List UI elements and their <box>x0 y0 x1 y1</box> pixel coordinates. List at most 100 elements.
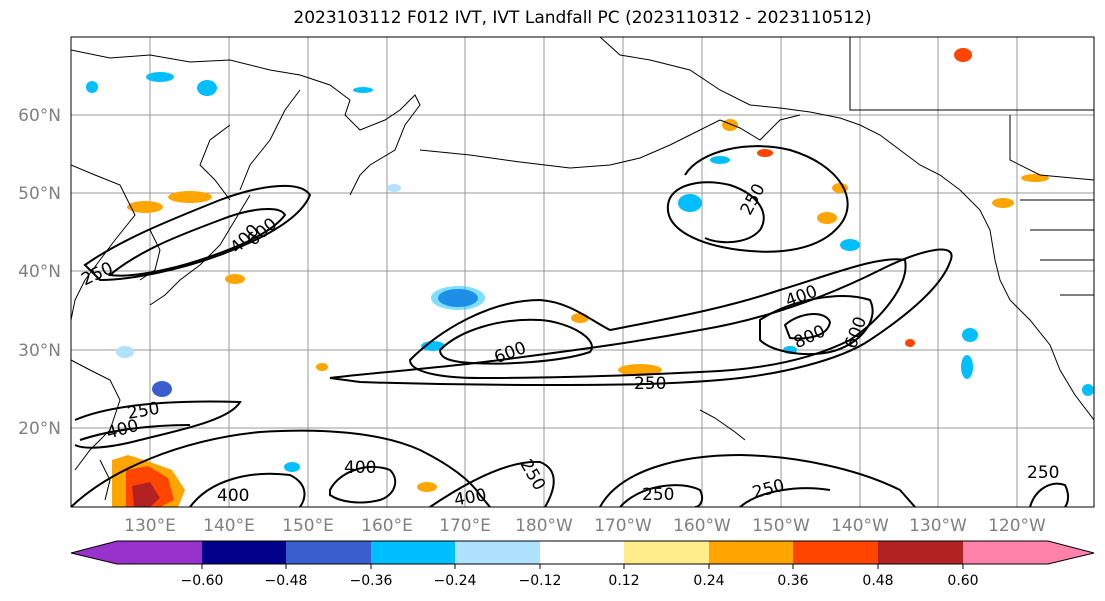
contour-label: 250 <box>1027 463 1059 483</box>
coast-asia <box>71 49 421 196</box>
contour-600-east <box>759 295 874 356</box>
pc-shading <box>86 48 1094 507</box>
contour-tropical-3 <box>329 465 397 504</box>
colorbar-tick-label: −0.24 <box>434 573 477 589</box>
contour-label: 250 <box>634 374 666 394</box>
border-us-states <box>1020 199 1094 296</box>
colorbar-segment <box>540 541 626 564</box>
shading-warm <box>1021 174 1049 182</box>
coast-japan <box>149 194 251 306</box>
colorbar-ticks <box>201 564 964 569</box>
map-frame <box>70 36 1095 508</box>
shading-cold <box>710 156 730 164</box>
shading-warm <box>127 201 163 213</box>
coast-alaska <box>599 37 1094 421</box>
colorbar-segment <box>455 541 541 564</box>
shading-warm <box>757 149 773 157</box>
contour-label: 400 <box>453 485 488 510</box>
colorbar-tick-label: −0.12 <box>519 573 562 589</box>
lon-label: 150°E <box>282 516 334 536</box>
shading-warm <box>168 191 212 203</box>
colorbar-segment <box>371 541 457 564</box>
colorbar-segment <box>709 541 795 564</box>
shading-cold <box>431 286 485 310</box>
colorbar-segment <box>117 541 203 564</box>
shading-cold <box>1082 384 1094 396</box>
contour-400-south <box>79 424 191 441</box>
colorbar: −0.60 −0.48 −0.36 −0.24 −0.12 0.12 0.24 … <box>70 540 1095 589</box>
lat-label: 60°N <box>18 106 61 126</box>
shading-cold <box>284 462 300 472</box>
contour-tropical-4 <box>429 460 555 507</box>
lat-label: 40°N <box>18 262 61 282</box>
colorbar-segment <box>793 541 879 564</box>
shading-warm <box>817 212 837 224</box>
shading-cold <box>962 328 978 342</box>
lat-labels: 60°N 50°N 40°N 30°N 20°N <box>18 106 61 439</box>
colorbar-tick-label: 0.24 <box>693 573 724 589</box>
lat-label: 30°N <box>18 341 61 361</box>
lon-labels: 130°E 140°E 150°E 160°E 170°E 180°W 170°… <box>124 516 1046 536</box>
coast-alaska-peninsula <box>719 114 801 141</box>
coast-kamchatka <box>239 89 301 191</box>
colorbar-tick-label: −0.36 <box>350 573 393 589</box>
coast-china-south <box>71 359 121 471</box>
contour-tropical-2 <box>189 472 306 507</box>
contour-label: 400 <box>344 458 376 478</box>
shading-warm <box>722 119 738 131</box>
shading-cold <box>840 239 860 251</box>
coastlines <box>71 37 1094 501</box>
contour-tropical-1 <box>71 429 491 507</box>
colorbar-tick-label: 0.12 <box>608 573 639 589</box>
shading-cold <box>152 381 172 397</box>
coast-hawaii <box>699 409 746 441</box>
map-title: 2023103112 F012 IVT, IVT Landfall PC (20… <box>293 8 872 28</box>
shading-warm <box>132 482 160 507</box>
border-provinces <box>1009 115 1094 181</box>
contour-250-south <box>74 400 242 449</box>
shading-cold <box>961 355 973 379</box>
shading-warm <box>571 313 589 323</box>
shading-cold <box>678 194 702 212</box>
colorbar-segment <box>963 541 1048 564</box>
lon-label: 140°E <box>203 516 255 536</box>
shading-cold <box>86 81 98 93</box>
contour-label: 400 <box>217 486 249 506</box>
coast-asia <box>199 124 231 201</box>
lon-label: 170°E <box>439 516 491 536</box>
contour-label: 250 <box>642 485 674 505</box>
contour-tropical-5 <box>599 453 916 507</box>
contour-600-plume <box>438 318 593 365</box>
contour-400-plume <box>408 258 907 380</box>
contour-800 <box>783 313 832 340</box>
contour-labels: 250 400 600 800 400 600 250 250 400 400 … <box>78 181 1059 510</box>
contour-400-japan <box>107 208 287 277</box>
ivt-contours <box>71 145 1069 507</box>
shading-warm <box>225 274 245 284</box>
coast-philippines <box>99 459 111 501</box>
lat-label: 20°N <box>18 419 61 439</box>
colorbar-tick-label: 0.60 <box>947 573 978 589</box>
contour-east-south <box>1029 482 1069 507</box>
coast-aleutians <box>419 119 721 169</box>
shading-cold <box>146 72 174 82</box>
contour-250-japan <box>83 185 312 282</box>
shading-warm <box>417 482 437 492</box>
lat-label: 50°N <box>18 184 61 204</box>
colorbar-segment <box>624 541 710 564</box>
lon-label: 140°W <box>831 516 889 536</box>
contour-250-gyre <box>666 145 849 253</box>
lon-label: 130°W <box>909 516 967 536</box>
colorbar-tick-label: −0.60 <box>181 573 224 589</box>
colorbar-extend-max <box>1048 541 1094 564</box>
contour-tropical-7 <box>739 487 831 507</box>
shading-cold <box>353 87 373 93</box>
shading-warm <box>316 363 328 371</box>
lon-label: 150°W <box>752 516 810 536</box>
colorbar-segment <box>286 541 372 564</box>
lon-label: 130°E <box>124 516 176 536</box>
contour-250-plume <box>329 248 953 387</box>
shading-cold <box>116 346 134 358</box>
lon-label: 160°E <box>361 516 413 536</box>
shading-cold <box>387 184 401 192</box>
